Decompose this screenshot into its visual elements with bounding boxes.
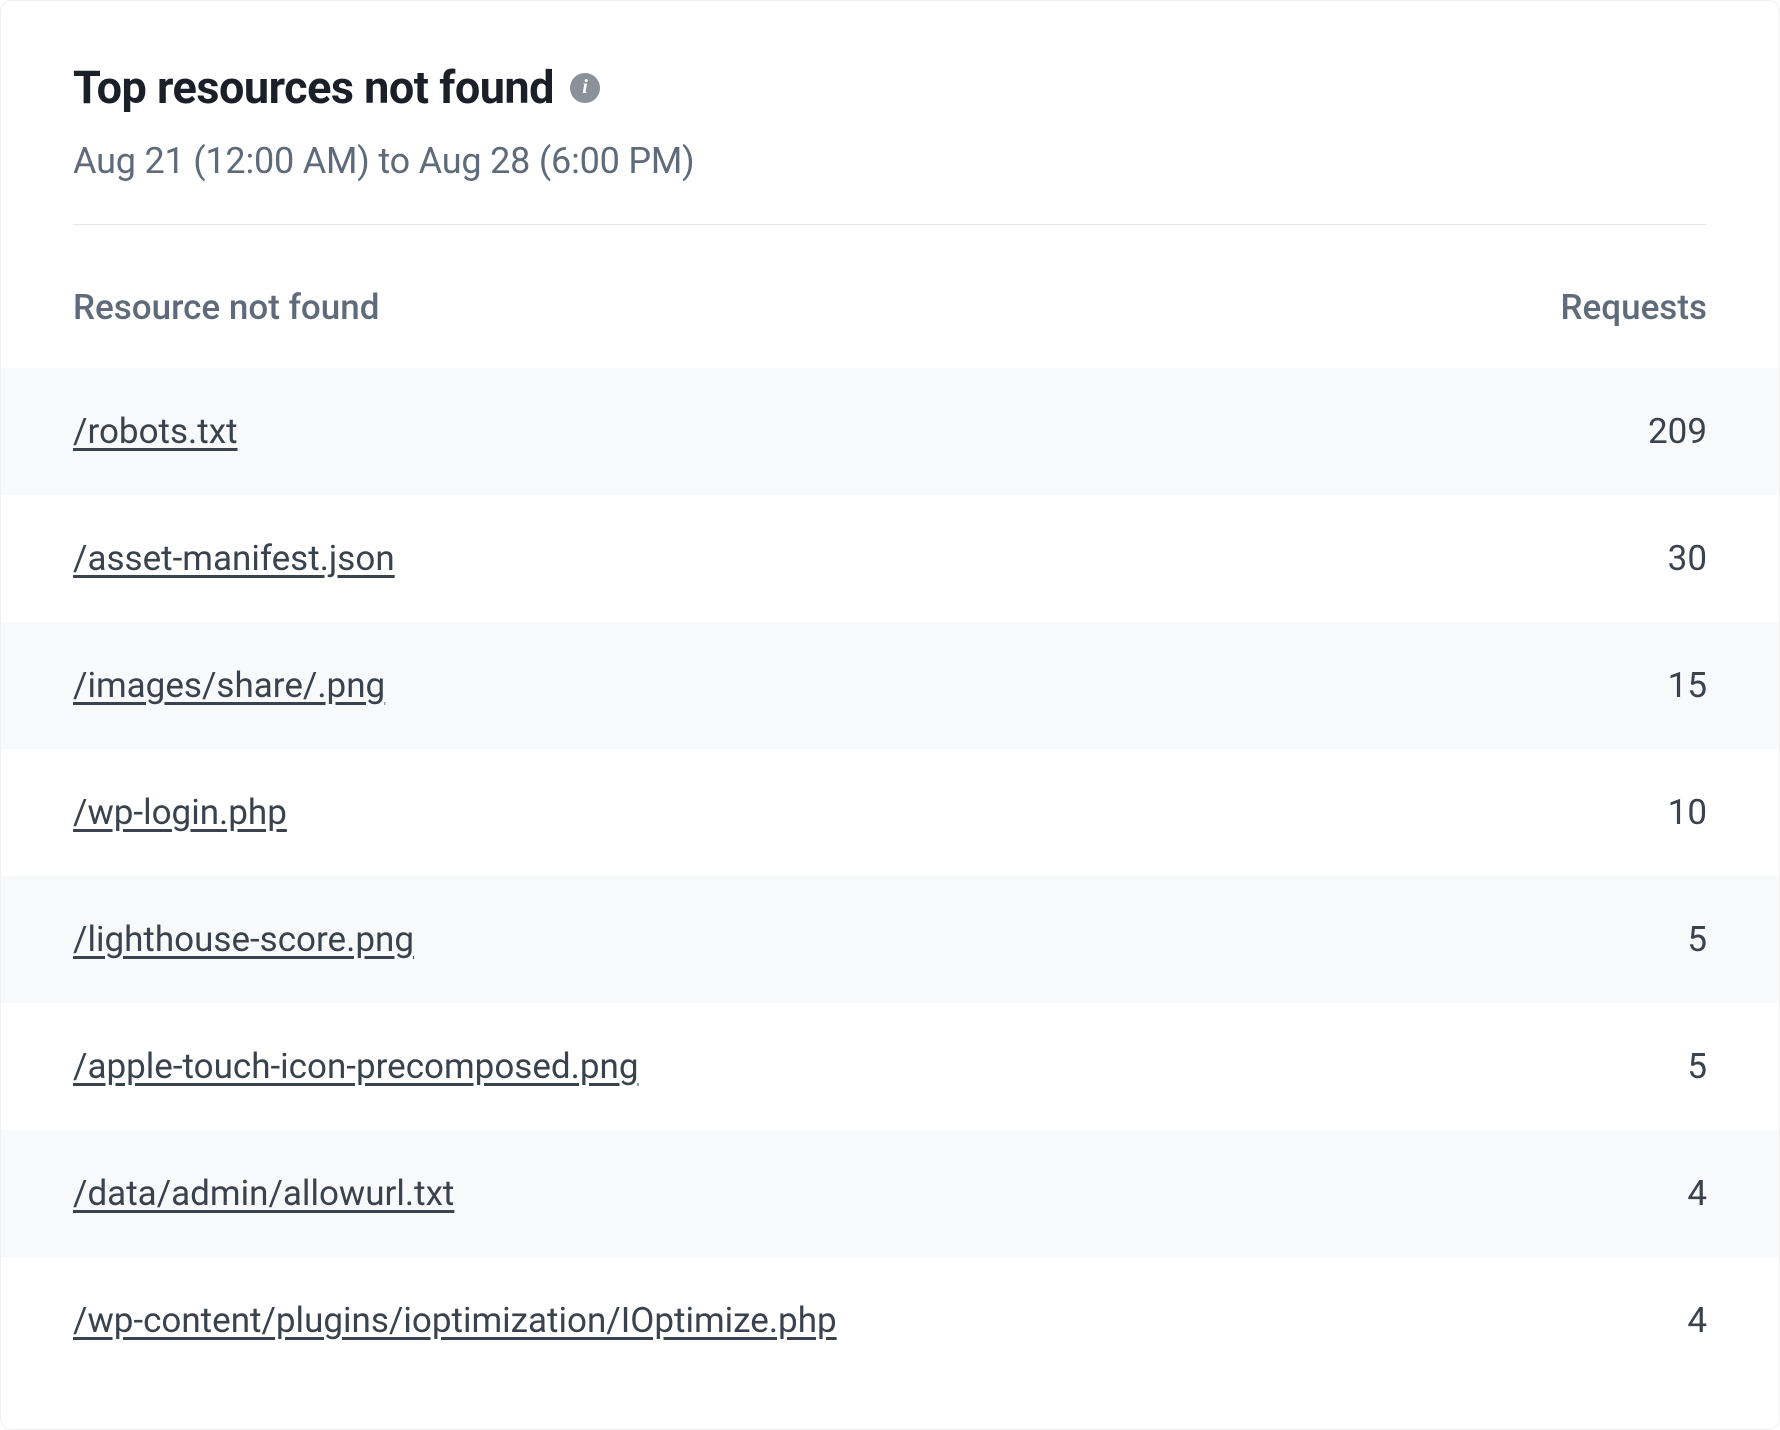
table-header: Resource not found Requests [1,225,1779,368]
request-count: 10 [1668,792,1707,833]
resource-link[interactable]: /data/admin/allowurl.txt [73,1173,454,1214]
card-header: Top resources not found i Aug 21 (12:00 … [1,1,1779,182]
request-count: 5 [1687,1046,1707,1087]
resources-table: Resource not found Requests /robots.txt … [1,225,1779,1384]
resources-not-found-card: Top resources not found i Aug 21 (12:00 … [0,0,1780,1430]
table-row: /wp-login.php 10 [1,749,1779,876]
resource-link[interactable]: /lighthouse-score.png [73,919,414,960]
request-count: 5 [1687,919,1707,960]
request-count: 4 [1687,1173,1707,1214]
table-row: /wp-content/plugins/ioptimization/IOptim… [1,1257,1779,1384]
request-count: 4 [1687,1300,1707,1341]
table-body: /robots.txt 209 /asset-manifest.json 30 … [1,368,1779,1384]
resource-link[interactable]: /wp-content/plugins/ioptimization/IOptim… [73,1300,837,1341]
resource-link[interactable]: /robots.txt [73,411,238,452]
resource-link[interactable]: /asset-manifest.json [73,538,395,579]
resource-link[interactable]: /images/share/.png [73,665,385,706]
table-row: /data/admin/allowurl.txt 4 [1,1130,1779,1257]
title-row: Top resources not found i [73,61,1707,114]
request-count: 30 [1668,538,1707,579]
resource-link[interactable]: /apple-touch-icon-precomposed.png [73,1046,639,1087]
info-icon[interactable]: i [570,73,600,103]
resource-link[interactable]: /wp-login.php [73,792,287,833]
column-header-requests: Requests [1561,287,1707,328]
table-row: /asset-manifest.json 30 [1,495,1779,622]
request-count: 15 [1668,665,1707,706]
table-row: /apple-touch-icon-precomposed.png 5 [1,1003,1779,1130]
column-header-resource: Resource not found [73,287,379,328]
table-row: /images/share/.png 15 [1,622,1779,749]
table-row: /lighthouse-score.png 5 [1,876,1779,1003]
table-row: /robots.txt 209 [1,368,1779,495]
date-range: Aug 21 (12:00 AM) to Aug 28 (6:00 PM) [73,140,1707,182]
request-count: 209 [1648,411,1707,452]
card-title: Top resources not found [73,61,554,114]
